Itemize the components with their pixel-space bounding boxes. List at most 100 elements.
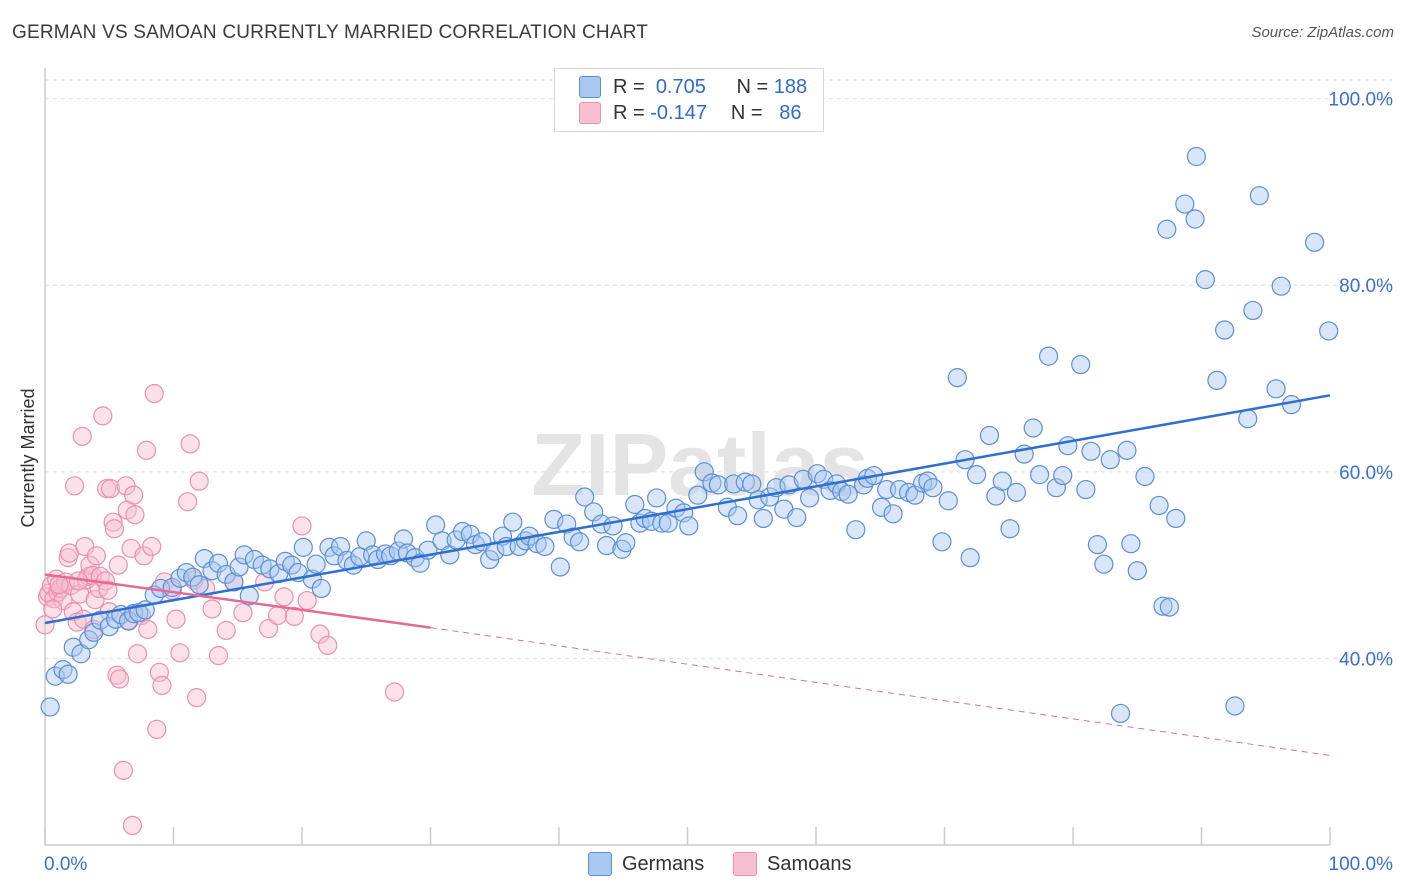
samoan-trend-extension bbox=[430, 627, 1331, 756]
german-point bbox=[282, 555, 302, 575]
german-point bbox=[324, 546, 344, 566]
german-point bbox=[1110, 703, 1131, 724]
samoan-points bbox=[35, 383, 405, 836]
y-tick-label: 100.0% bbox=[1329, 90, 1394, 111]
german-point bbox=[460, 524, 480, 544]
german-point bbox=[1153, 596, 1173, 616]
german-point bbox=[99, 617, 119, 637]
samoan-point bbox=[166, 609, 186, 629]
german-point bbox=[1238, 409, 1258, 429]
german-point bbox=[708, 475, 728, 495]
samoan-n-value: 86 bbox=[779, 101, 802, 124]
german-point bbox=[960, 548, 980, 568]
samoan-point bbox=[258, 618, 279, 639]
samoan-r-label: R = bbox=[613, 101, 645, 124]
german-point bbox=[202, 561, 222, 581]
german-point bbox=[871, 497, 892, 517]
german-point bbox=[1266, 379, 1286, 399]
german-point bbox=[1271, 276, 1291, 296]
axis-labels: 40.0% 60.0% 80.0% 100.0% 0.0% 100.0% Currently… bbox=[18, 90, 1393, 875]
samoan-point bbox=[284, 606, 304, 627]
samoan-point bbox=[85, 590, 105, 610]
german-point bbox=[234, 545, 254, 565]
y-tick-label: 80.0% bbox=[1339, 276, 1393, 297]
samoan-point bbox=[100, 479, 121, 499]
legend-item-samoans[interactable]: Samoans bbox=[733, 852, 852, 876]
german-point bbox=[799, 488, 820, 508]
samoan-point bbox=[142, 536, 162, 557]
samoan-point bbox=[113, 760, 133, 780]
german-r-label: R = bbox=[613, 75, 645, 98]
german-point bbox=[728, 506, 748, 526]
german-point bbox=[1157, 219, 1177, 239]
german-point bbox=[40, 697, 60, 717]
samoan-point bbox=[138, 619, 158, 640]
german-point bbox=[503, 512, 523, 532]
germans-swatch bbox=[588, 852, 612, 876]
german-point bbox=[189, 575, 209, 595]
german-point bbox=[1046, 478, 1066, 498]
legend-item-germans[interactable]: Germans bbox=[588, 852, 704, 876]
samoan-point bbox=[267, 605, 288, 626]
german-point bbox=[1100, 450, 1120, 470]
german-point bbox=[603, 516, 623, 536]
trend-lines bbox=[44, 394, 1331, 756]
german-point bbox=[1215, 320, 1235, 340]
y-tick-label: 40.0% bbox=[1339, 649, 1393, 670]
german-point bbox=[306, 554, 326, 574]
samoan-point bbox=[125, 505, 145, 525]
german-point bbox=[918, 471, 938, 491]
samoan-point bbox=[178, 492, 198, 512]
german-point bbox=[1071, 354, 1091, 375]
samoan-point bbox=[180, 434, 200, 454]
x-tick-label-right: 100.0% bbox=[1329, 854, 1394, 875]
german-point bbox=[1249, 186, 1269, 206]
samoan-point bbox=[189, 471, 209, 491]
german-point bbox=[1094, 554, 1114, 574]
german-point bbox=[293, 537, 313, 557]
samoan-point bbox=[187, 687, 207, 708]
german-point bbox=[938, 491, 958, 511]
german-point bbox=[1117, 440, 1137, 460]
series-legend: Germans Samoans bbox=[0, 850, 1406, 880]
samoan-point bbox=[216, 620, 236, 641]
samoan-point bbox=[127, 644, 148, 664]
samoan-point bbox=[35, 615, 55, 635]
german-point bbox=[1281, 395, 1302, 415]
german-point bbox=[1319, 321, 1339, 341]
german-point bbox=[702, 473, 722, 493]
german-point bbox=[584, 502, 604, 522]
german-point bbox=[787, 507, 807, 528]
german-point bbox=[979, 425, 1000, 446]
german-point bbox=[569, 532, 590, 552]
samoan-point bbox=[233, 603, 253, 623]
german-point bbox=[224, 572, 244, 592]
german-point bbox=[229, 557, 249, 577]
legend-row-samoan: R = -0.147 N = 86 bbox=[579, 100, 802, 126]
german-point bbox=[63, 637, 83, 657]
german-point bbox=[679, 516, 699, 536]
samoans-swatch bbox=[733, 852, 757, 876]
german-point bbox=[260, 559, 280, 579]
german-point bbox=[1135, 466, 1155, 487]
german-point bbox=[356, 531, 376, 551]
samoan-point bbox=[86, 546, 107, 566]
german-point bbox=[1076, 479, 1096, 500]
german-point bbox=[1023, 418, 1043, 438]
samoan-point bbox=[43, 599, 63, 619]
german-point bbox=[453, 521, 473, 542]
german-point bbox=[330, 536, 351, 557]
samoan-trend-line bbox=[44, 573, 431, 629]
german-point bbox=[846, 520, 866, 540]
german-point bbox=[1166, 508, 1186, 529]
source-label: Source: ZipAtlas.com bbox=[1251, 24, 1394, 41]
samoan-point bbox=[202, 599, 222, 619]
samoan-point bbox=[310, 624, 330, 644]
samoan-swatch bbox=[579, 102, 601, 124]
german-point bbox=[535, 536, 555, 557]
samoan-point bbox=[93, 406, 113, 426]
german-point bbox=[883, 504, 903, 524]
samoan-point bbox=[109, 669, 130, 689]
german-point bbox=[1186, 146, 1206, 167]
